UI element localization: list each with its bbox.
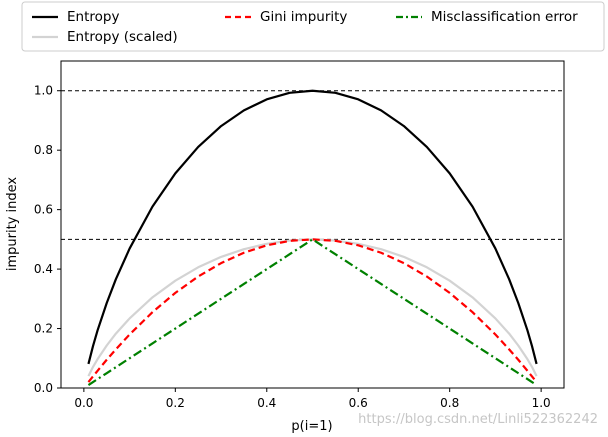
- y-axis-ticks: 0.0 0.2 0.4 0.6 0.8 1.0: [34, 84, 61, 395]
- watermark-text: https://blog.csdn.net/Linli522362242: [358, 412, 598, 427]
- y-tick-label: 0.2: [34, 322, 53, 336]
- legend-label-entropy: Entropy: [67, 9, 119, 25]
- x-tick-label: 0.6: [349, 396, 368, 410]
- y-tick-label: 0.0: [34, 381, 53, 395]
- x-tick-label: 0.0: [74, 396, 93, 410]
- legend-label-misclassification: Misclassification error: [431, 9, 578, 25]
- y-axis-label: impurity index: [5, 177, 20, 272]
- y-tick-label: 0.8: [34, 143, 53, 157]
- series-line-gini-impurity: [87, 238, 538, 383]
- series-line-entropy-scaled: [87, 238, 538, 377]
- series-line-misclassification-error: [87, 238, 538, 386]
- x-axis-label: p(i=1): [291, 419, 332, 434]
- x-tick-label: 0.2: [166, 396, 185, 410]
- legend-frame: [21, 1, 605, 52]
- x-tick-label: 0.4: [257, 396, 276, 410]
- x-tick-label: 0.8: [440, 396, 459, 410]
- reference-lines: [61, 90, 564, 240]
- series-layer: [87, 89, 538, 386]
- x-axis-ticks: 0.0 0.2 0.4 0.6 0.8 1.0: [74, 388, 551, 410]
- y-tick-label: 0.6: [34, 203, 53, 217]
- y-tick-label: 1.0: [34, 84, 53, 98]
- plot-area: [60, 60, 565, 389]
- legend-label-gini: Gini impurity: [260, 9, 347, 25]
- legend: Entropy Entropy (scaled) Gini impurity M…: [21, 1, 605, 52]
- y-tick-label: 0.4: [34, 262, 53, 276]
- legend-label-entropy-scaled: Entropy (scaled): [67, 29, 178, 45]
- series-line-entropy: [87, 89, 538, 365]
- x-tick-label: 1.0: [532, 396, 551, 410]
